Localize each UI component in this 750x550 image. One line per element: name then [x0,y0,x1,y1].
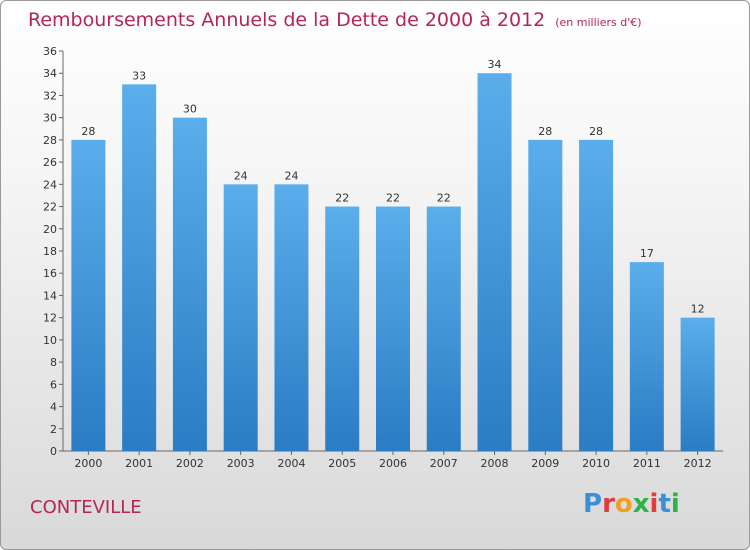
value-label-2007: 22 [437,192,451,205]
value-label-2001: 33 [132,69,146,82]
y-tick-label: 14 [43,289,57,302]
y-tick-label: 8 [50,356,57,369]
y-tick-label: 24 [43,178,57,191]
bar-2004 [274,184,309,452]
x-tick-label: 2008 [481,457,509,470]
y-tick-label: 4 [50,401,57,414]
x-tick-label: 2003 [227,457,255,470]
y-tick-label: 6 [50,378,57,391]
x-tick-label: 2007 [430,457,458,470]
town-name: CONTEVILLE [30,497,142,518]
y-tick-label: 16 [43,267,57,280]
x-tick-label: 2006 [379,457,407,470]
logo-letter: o [614,489,633,519]
bar-2010 [579,139,614,451]
x-tick-label: 2010 [582,457,610,470]
logo-letter: t [658,489,671,519]
y-tick-label: 2 [50,423,57,436]
x-tick-label: 2005 [328,457,356,470]
y-tick-label: 36 [43,45,57,58]
value-label-2010: 28 [589,125,603,138]
bar-2000 [71,139,106,451]
y-tick-label: 30 [43,112,57,125]
value-label-2004: 24 [284,169,298,182]
x-tick-label: 2004 [277,457,305,470]
value-label-2012: 12 [691,303,705,316]
y-tick-label: 26 [43,156,57,169]
y-tick-label: 28 [43,134,57,147]
x-tick-label: 2009 [531,457,559,470]
proxiti-logo[interactable]: Proxiti [583,489,680,519]
y-tick-label: 34 [43,67,57,80]
bar-2008 [477,73,512,451]
y-tick-label: 22 [43,201,57,214]
bar-2011 [629,262,664,451]
y-tick-label: 18 [43,245,57,258]
y-tick-label: 12 [43,312,57,325]
bar-2002 [172,117,207,452]
y-tick-label: 10 [43,334,57,347]
value-label-2008: 34 [488,58,502,71]
value-label-2011: 17 [640,247,654,260]
chart-title: Remboursements Annuels de la Dette de 20… [28,9,546,31]
logo-letter: x [632,489,650,519]
value-label-2009: 28 [538,125,552,138]
x-tick-label: 2001 [125,457,153,470]
bar-2006 [376,206,410,451]
bar-2007 [426,206,461,451]
value-label-2006: 22 [386,192,400,205]
value-label-2003: 24 [234,169,248,182]
value-labels: 28 33 30 24 24 22 22 22 34 28 28 17 12 [81,58,704,315]
bar-2003 [223,184,258,452]
x-tick-label: 2011 [633,457,661,470]
value-label-2002: 30 [183,103,197,116]
x-tick-label: 2012 [684,457,712,470]
chart-title-block: Remboursements Annuels de la Dette de 20… [28,9,642,31]
value-label-2005: 22 [335,192,349,205]
chart-unit: (en milliers d'€) [555,16,642,29]
logo-letter: i [649,489,659,519]
bar-2012 [680,317,715,451]
logo-letter: P [583,489,603,519]
value-label-2000: 28 [81,125,95,138]
bars [71,73,715,452]
x-tick-label: 2000 [74,457,102,470]
y-tick-label: 32 [43,89,57,102]
bar-2005 [325,206,360,451]
y-tick-label: 0 [50,445,57,458]
logo-letter: r [602,489,615,519]
bar-2001 [122,84,157,451]
bar-2009 [528,139,563,451]
y-tick-label: 20 [43,223,57,236]
x-tick-label: 2002 [176,457,204,470]
logo-letter: i [670,489,680,519]
